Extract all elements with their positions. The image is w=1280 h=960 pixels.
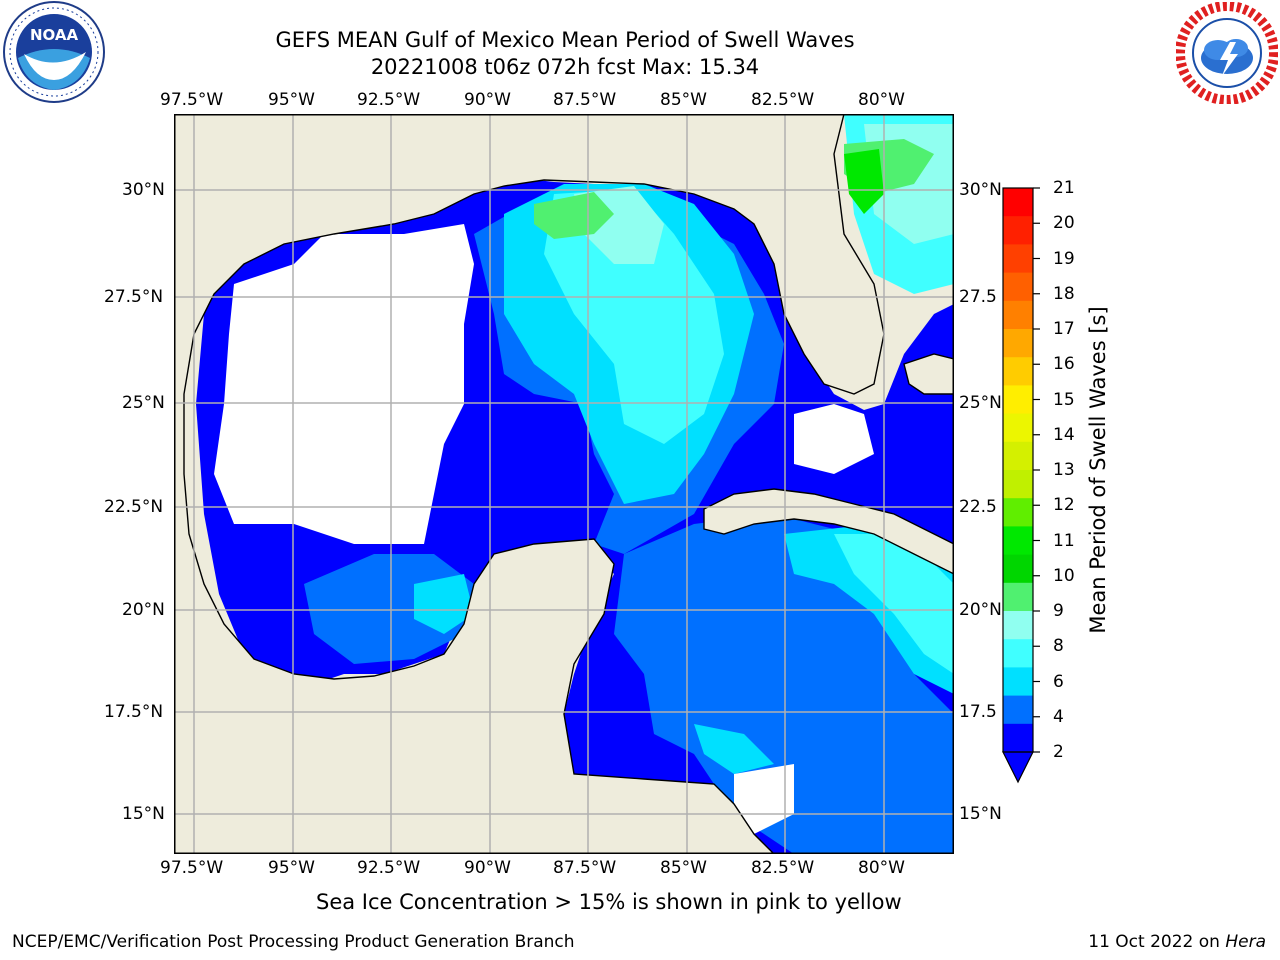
lon-label-bottom: 90°W (464, 858, 511, 878)
lat-label-right: 27.5 (959, 287, 997, 307)
lon-label-bottom: 95°W (268, 858, 315, 878)
colorbar-tick-label: 4 (1053, 706, 1064, 727)
colorbar-extend-arrow (1002, 751, 1034, 784)
colorbar-segment (1003, 639, 1033, 668)
colorbar-segment (1003, 498, 1033, 527)
map-panel (174, 114, 954, 854)
lon-label-top: 82.5°W (751, 90, 815, 110)
lon-label-top: 87.5°W (553, 90, 617, 110)
lat-label-left: 20°N (122, 600, 165, 620)
colorbar-tick-label: 9 (1053, 601, 1064, 621)
lat-label-right: 15°N (959, 804, 1002, 824)
colorbar-tick-label: 8 (1053, 636, 1064, 657)
colorbar-tick-label: 6 (1053, 671, 1064, 692)
colorbar-segment (1003, 357, 1033, 386)
lat-label-right: 20°N (959, 600, 1002, 620)
lat-label-left: 25°N (122, 393, 165, 413)
lat-label-left: 22.5°N (104, 497, 164, 517)
colorbar-segment (1003, 385, 1033, 415)
sea-ice-caption: Sea Ice Concentration > 15% is shown in … (316, 890, 902, 914)
colorbar-label: Mean Period of Swell Waves [s] (1086, 306, 1110, 634)
colorbar-tick-label: 14 (1053, 424, 1075, 445)
lon-label-top: 95°W (268, 90, 315, 110)
lat-label-left: 17.5°N (104, 702, 164, 722)
lat-label-left: 30°N (122, 180, 165, 200)
colorbar-segment (1003, 526, 1033, 556)
lon-label-bottom: 87.5°W (553, 858, 617, 878)
footer-branch: NCEP/EMC/Verification Post Processing Pr… (12, 932, 575, 952)
colorbar-segment (1003, 300, 1033, 330)
noaa-logo: NOAA (3, 1, 105, 103)
colorbar-segment (1003, 667, 1033, 697)
colorbar-tick-label: 21 (1053, 178, 1075, 198)
colorbar-segment (1003, 554, 1033, 584)
lon-label-bottom: 92.5°W (357, 858, 421, 878)
colorbar-segment (1003, 470, 1033, 499)
lon-label-top: 92.5°W (357, 90, 421, 110)
footer-date-text: 11 Oct 2022 on (1088, 932, 1226, 952)
no-data-region-caribbean (734, 764, 794, 834)
lon-label-top: 97.5°W (160, 90, 224, 110)
swell-contour-2-4 (304, 194, 954, 854)
colorbar (1002, 187, 1040, 784)
lat-label-right: 17.5 (959, 702, 997, 722)
colorbar-tick-label: 10 (1053, 565, 1075, 586)
coastline (174, 114, 954, 854)
colorbar-segment (1003, 244, 1033, 274)
lat-label-left: 15°N (122, 804, 165, 824)
colorbar-tick-label: 15 (1053, 389, 1075, 410)
lon-label-bottom: 85°W (660, 858, 707, 878)
lat-label-right: 25°N (959, 393, 1002, 413)
lat-label-right: 30°N (959, 180, 1002, 200)
lon-label-bottom: 82.5°W (751, 858, 815, 878)
no-data-region-west-gulf (214, 224, 474, 544)
lon-label-top: 85°W (660, 90, 707, 110)
colorbar-segment (1003, 329, 1033, 358)
colorbar-tick-label: 20 (1053, 213, 1075, 234)
colorbar-tick-label: 12 (1053, 495, 1075, 516)
colorbar-segment (1003, 272, 1033, 302)
colorbar-segment (1003, 582, 1033, 612)
colorbar-segment (1003, 216, 1033, 245)
map-frame (174, 114, 954, 854)
colorbar-tick-label: 18 (1053, 283, 1075, 304)
lon-label-bottom: 80°W (858, 858, 905, 878)
lon-label-top: 90°W (464, 90, 511, 110)
footer-date: 11 Oct 2022 on Hera (1088, 932, 1266, 952)
colorbar-segment (1003, 188, 1033, 217)
lat-label-right: 22.5 (959, 497, 997, 517)
nws-logo (1176, 2, 1278, 104)
colorbar-segment (1003, 611, 1033, 640)
colorbar-segment (1003, 723, 1033, 753)
lon-label-bottom: 97.5°W (160, 858, 224, 878)
colorbar-tick-label: 19 (1053, 248, 1075, 269)
colorbar-tick-label: 17 (1053, 319, 1075, 339)
no-data-region-florida-bay (794, 404, 874, 474)
colorbar-tick-label: 2 (1053, 742, 1064, 762)
gridlines (174, 114, 954, 854)
svg-text:NOAA: NOAA (30, 26, 79, 44)
chart-subtitle: 20221008 t06z 072h fcst Max: 15.34 (370, 55, 760, 79)
lat-label-left: 27.5°N (104, 287, 164, 307)
colorbar-tick-label: 13 (1053, 460, 1075, 480)
colorbar-tick-label: 11 (1053, 530, 1075, 551)
colorbar-segment (1003, 441, 1033, 471)
footer-machine: Hera (1225, 932, 1266, 952)
colorbar-tick-label: 16 (1053, 354, 1075, 375)
chart-title: GEFS MEAN Gulf of Mexico Mean Period of … (275, 28, 855, 52)
colorbar-segment (1003, 695, 1033, 725)
swell-contour-4-6 (414, 184, 954, 774)
colorbar-segment (1003, 413, 1033, 443)
lon-label-top: 80°W (858, 90, 905, 110)
